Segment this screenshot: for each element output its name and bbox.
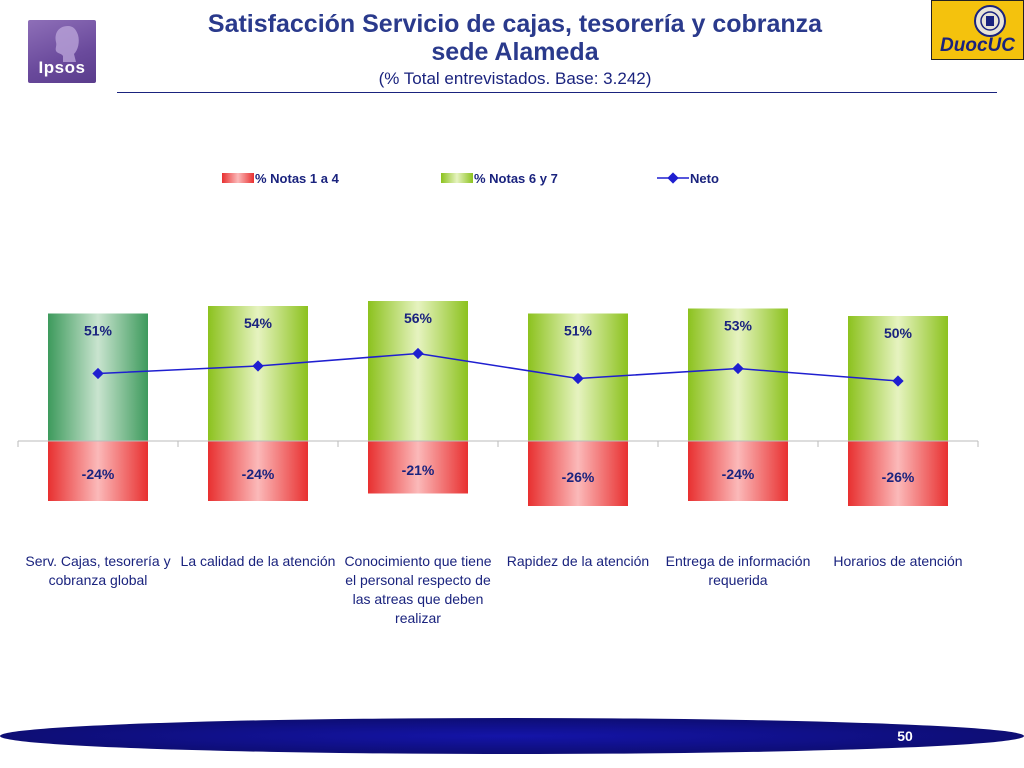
data-label-positive: 50% xyxy=(884,325,913,341)
bar-positive xyxy=(368,301,468,441)
bar-negative xyxy=(848,441,948,506)
ipsos-silhouette-icon xyxy=(55,26,79,62)
data-label-positive: 56% xyxy=(404,310,433,326)
footer-band xyxy=(0,718,1024,754)
bar-negative xyxy=(48,441,148,501)
neto-point xyxy=(892,375,904,387)
title-line-1: Satisfacción Servicio de cajas, tesorerí… xyxy=(207,10,823,38)
data-label-negative: -24% xyxy=(82,466,115,482)
bar-positive xyxy=(208,306,308,441)
x-tick-label: Rapidez de la atención xyxy=(498,552,658,571)
legend-marker xyxy=(667,172,679,184)
ipsos-logo-text: Ipsos xyxy=(38,58,86,77)
legend-swatch xyxy=(222,173,254,183)
neto-point xyxy=(252,360,264,372)
bar-negative xyxy=(368,441,468,494)
title-divider xyxy=(117,92,997,93)
neto-point xyxy=(732,362,744,375)
x-tick-label-line: realizar xyxy=(395,610,441,626)
duoc-logo: DuocUC xyxy=(931,0,1024,60)
legend-label: Neto xyxy=(690,171,719,186)
x-axis-ticks xyxy=(17,441,979,447)
x-tick-label-line: cobranza global xyxy=(48,572,148,588)
x-tick-label-line: La calidad de la atención xyxy=(180,553,336,569)
data-label-negative: -26% xyxy=(882,469,915,485)
data-label-negative: -24% xyxy=(722,466,755,482)
bar-positive xyxy=(688,308,788,441)
data-label-positive: 54% xyxy=(244,315,273,331)
data-label-positive: 51% xyxy=(84,323,113,339)
data-label-negative: -24% xyxy=(242,466,275,482)
bar-negative xyxy=(688,441,788,501)
title-line-2: sede Alameda xyxy=(431,38,599,66)
data-label-negative: -21% xyxy=(402,462,435,478)
data-label-positive: 53% xyxy=(724,318,753,334)
bar-negative xyxy=(528,441,628,506)
legend-swatch xyxy=(441,173,473,183)
neto-point xyxy=(412,347,424,360)
x-tick-label-line: Conocimiento que tiene xyxy=(344,553,492,569)
duoc-logo-text: DuocUC xyxy=(940,35,1015,56)
x-tick-label-line: Serv. Cajas, tesorería y xyxy=(25,553,171,569)
x-tick-label: Serv. Cajas, tesorería y cobranza global xyxy=(18,552,178,590)
series-notas-1-4 xyxy=(48,441,948,506)
data-labels: 51% -24% 54% -24% 56% -21% 51% -26% 53% -24% 50% -2… xyxy=(82,310,915,485)
x-tick-label: Entrega de información requerida xyxy=(658,552,818,590)
x-tick-label: Conocimiento que tiene el personal respec… xyxy=(338,552,498,628)
page-number: 50 xyxy=(897,728,913,744)
data-label-positive: 51% xyxy=(564,323,593,339)
x-tick-label-line: las atreas que deben xyxy=(352,591,484,607)
ipsos-logo: Ipsos xyxy=(28,20,96,83)
chart: % Notas 1 a 4 % Notas 6 y 7 Neto 51% -24% 54… xyxy=(17,171,979,506)
legend-label: % Notas 1 a 4 xyxy=(255,171,340,186)
bar-negative xyxy=(208,441,308,501)
legend-label: % Notas 6 y 7 xyxy=(474,171,558,186)
x-tick-label: La calidad de la atención xyxy=(178,552,338,571)
x-tick-label-line: Horarios de atención xyxy=(833,553,963,569)
series-notas-6-7 xyxy=(48,301,948,441)
subtitle: (% Total entrevistados. Base: 3.242) xyxy=(378,69,652,88)
neto-point xyxy=(572,372,584,385)
page-title: Satisfacción Servicio de cajas, tesorerí… xyxy=(110,10,920,66)
x-tick-label-line: Rapidez de la atención xyxy=(506,553,650,569)
data-label-negative: -26% xyxy=(562,469,595,485)
x-tick-label-line: el personal respecto de xyxy=(345,572,491,588)
legend: % Notas 1 a 4 % Notas 6 y 7 Neto xyxy=(222,171,719,186)
duoc-seal-icon xyxy=(974,5,1006,37)
x-tick-label-line: requerida xyxy=(708,572,768,588)
x-tick-label-line: Entrega de información xyxy=(665,553,811,569)
neto-line xyxy=(97,352,899,382)
x-tick-label: Horarios de atención xyxy=(818,552,978,571)
